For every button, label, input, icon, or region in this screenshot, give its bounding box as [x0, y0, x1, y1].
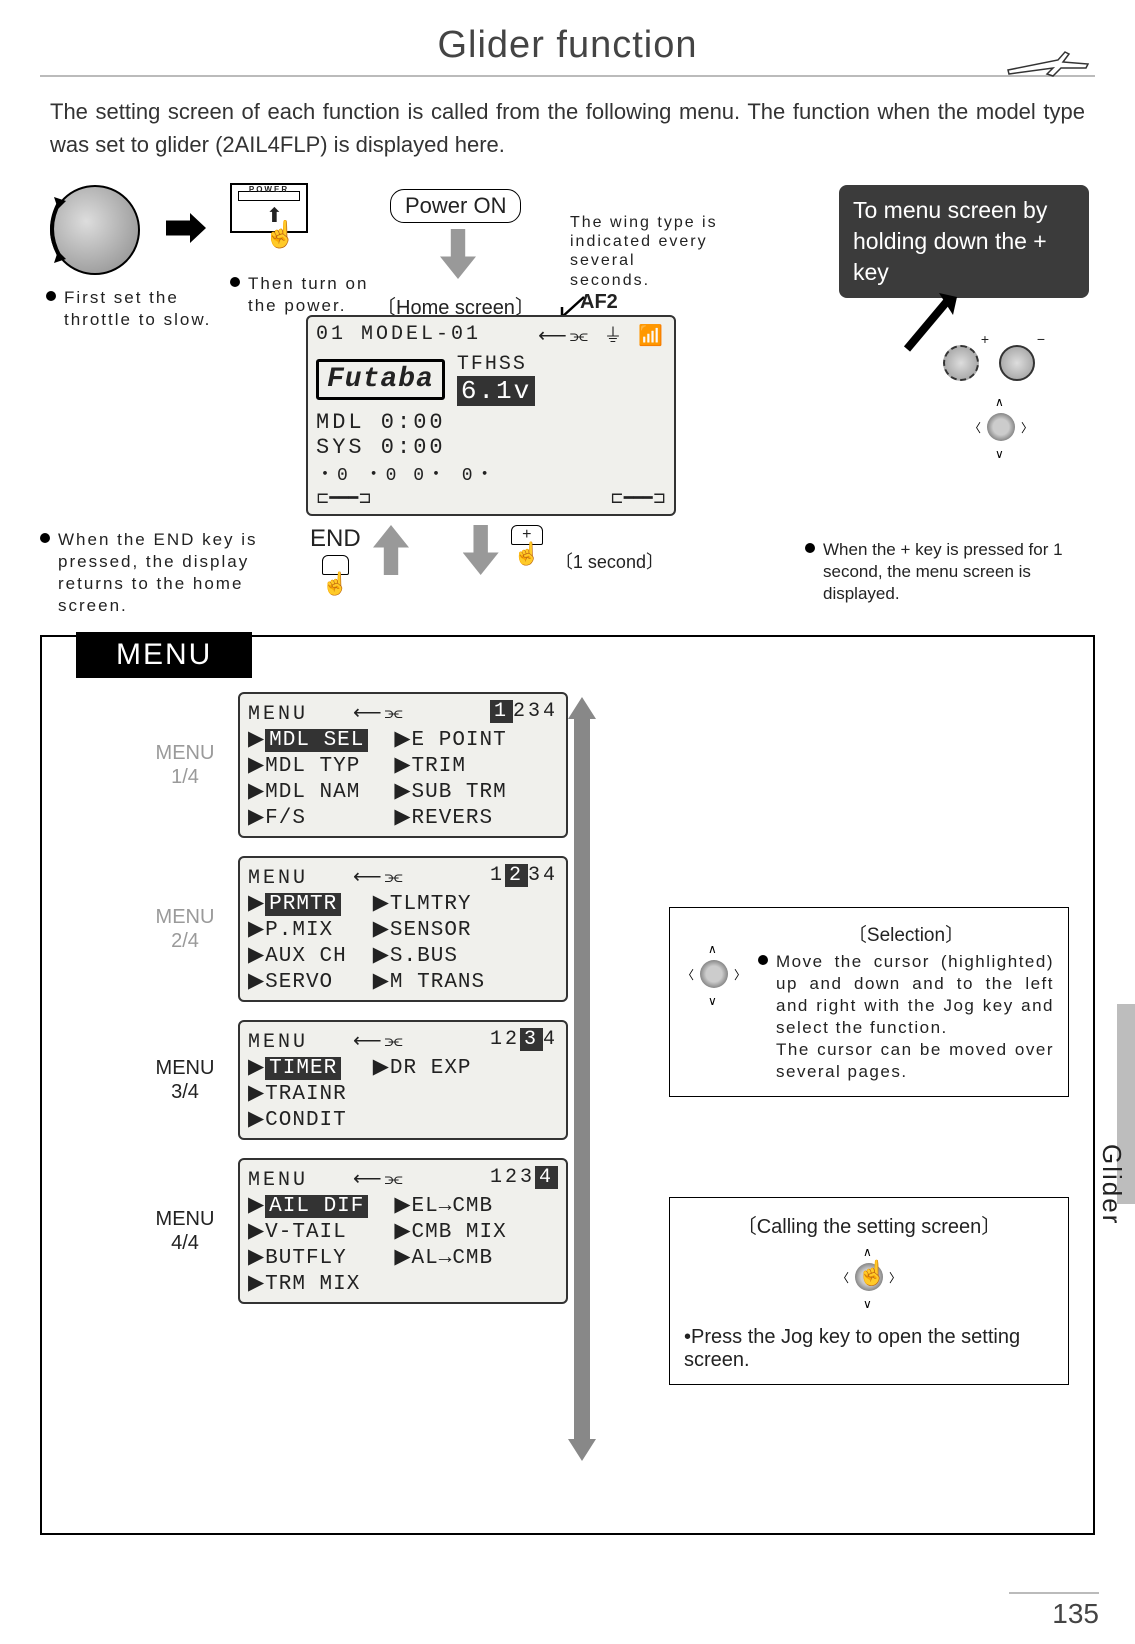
futaba-logo: Futaba	[316, 359, 445, 400]
selection-panel: ∧ ∨ 〈 〉 〔Selection〕 Move the cursor (hig…	[669, 907, 1069, 1097]
selection-title: 〔Selection〕	[758, 920, 1054, 947]
vertical-scroll-arrow	[572, 697, 592, 1461]
note-plus: When the + key is pressed for 1 second, …	[805, 539, 1095, 605]
menu-heading: MENU	[76, 632, 252, 678]
home-lcd: 01 MODEL-01⟵⫘ ⏚ 📶 Futaba TFHSS 6.1v MDL …	[306, 315, 676, 516]
end-button-illustration: END ☝	[310, 525, 361, 597]
top-diagram: First set the throttle to slow. POWER ⬆ …	[40, 175, 1095, 635]
intro-text: The setting screen of each function is c…	[50, 95, 1085, 161]
menu-lcd: MENU ⟵⫘1234▶PRMTR▶P.MIX▶AUX CH▶SERVO▶TLM…	[238, 856, 568, 1002]
menu-page-tag: MENU1/4	[150, 741, 220, 789]
side-label: Glider	[1096, 1144, 1127, 1225]
wing-type-note: The wing type is indicated every several…	[570, 213, 720, 290]
calling-title: 〔Calling the setting screen〕	[684, 1210, 1054, 1239]
menu-screen: MENU1/4 MENU ⟵⫘1234▶MDL SEL▶MDL TYP▶MDL N…	[150, 692, 1075, 838]
jog-icon	[700, 960, 728, 988]
arrow-down-icon	[440, 229, 476, 279]
arrow-down-icon	[463, 525, 499, 575]
calling-panel: 〔Calling the setting screen〕 ∧ ∨ 〈 〉 ☝ •…	[669, 1197, 1069, 1385]
menu-page-tag: MENU3/4	[150, 1056, 220, 1104]
menu-lcd: MENU ⟵⫘1234▶TIMER▶TRAINR▶CONDIT▶DR EXP	[238, 1020, 568, 1140]
page-number: 135	[1009, 1592, 1099, 1630]
arrow-right-icon	[166, 213, 206, 243]
glider-plane-icon	[1003, 42, 1093, 82]
plus-button-illustration: + ☝	[511, 525, 543, 567]
plus-minus-buttons: + − ∧ ∨ 〈 〉	[943, 345, 1035, 462]
hold-plus-callout: To menu screen by holding down the + key	[839, 185, 1089, 298]
menu-frame: MENU MENU1/4 MENU ⟵⫘1234▶MDL SEL▶MDL TYP▶…	[40, 635, 1095, 1535]
menu-page-tag: MENU2/4	[150, 905, 220, 953]
menu-page-tag: MENU4/4	[150, 1207, 220, 1255]
selection-text: Move the cursor (highlighted) up and dow…	[776, 951, 1054, 1084]
menu-lcd: MENU ⟵⫘1234▶MDL SEL▶MDL TYP▶MDL NAM▶F/S▶…	[238, 692, 568, 838]
menu-lcd: MENU ⟵⫘1234▶AIL DIF▶V-TAIL▶BUTFLY▶TRM MI…	[238, 1158, 568, 1304]
title-rule	[40, 75, 1095, 77]
calling-text: Press the Jog key to open the setting sc…	[684, 1326, 1020, 1371]
throttle-illustration	[50, 185, 140, 275]
power-on-label: Power ON	[390, 189, 521, 223]
note-throttle: First set the throttle to slow.	[46, 287, 226, 331]
page-title: Glider function	[0, 24, 1135, 67]
one-second-label: 〔1 second〕	[555, 548, 664, 574]
note-end: When the END key is pressed, the display…	[40, 529, 290, 617]
power-switch-illustration: POWER ⬆ ☝	[230, 183, 308, 233]
note-power: Then turn on the power.	[230, 273, 380, 317]
arrow-up-icon	[373, 525, 409, 575]
